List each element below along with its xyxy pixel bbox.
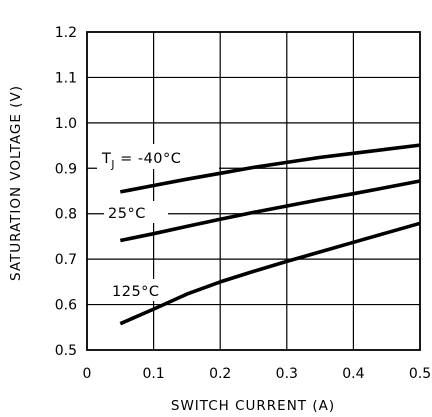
x-tick-label: 0.5 xyxy=(409,366,431,382)
series-label-bg-tj-40 xyxy=(97,144,219,169)
x-tick-label: 0.3 xyxy=(276,366,298,382)
series-label-tj-40-symbol: T xyxy=(101,151,111,167)
series-label-125c: 125°C xyxy=(112,284,160,300)
x-tick-label: 0 xyxy=(83,366,92,382)
series-lines xyxy=(119,143,421,326)
x-tick-label: 0.1 xyxy=(142,366,164,382)
y-tick-label: 1.1 xyxy=(55,70,77,86)
series-label-bg-25c xyxy=(104,201,168,223)
series-label-tj-40-subscript: J xyxy=(110,159,115,171)
plot-frame xyxy=(86,31,421,351)
series-label-25c: 25°C xyxy=(108,206,146,222)
x-axis-label: SWITCH CURRENT (A) xyxy=(171,398,335,414)
series-label-tj-40: TJ = -40°C xyxy=(101,151,181,171)
y-tick-label: 0.5 xyxy=(55,343,77,359)
series-line-25c xyxy=(119,179,421,243)
y-tick-label: 0.8 xyxy=(55,207,77,223)
y-tick-label: 1.2 xyxy=(55,25,77,41)
series-line-tj-minus40c xyxy=(119,143,421,194)
y-tick-label: 1.0 xyxy=(55,116,77,132)
series-line-125c xyxy=(119,221,421,326)
x-tick-label: 0.4 xyxy=(342,366,364,382)
x-tick-labels: 0 0.1 0.2 0.3 0.4 0.5 xyxy=(83,366,432,382)
series-label-tj-40-value: = -40°C xyxy=(115,151,181,167)
series-label-group-25c: 25°C xyxy=(104,201,168,223)
y-tick-label: 0.9 xyxy=(55,161,77,177)
series-label-group-125c: 125°C xyxy=(110,279,168,301)
y-axis-label: SATURATION VOLTAGE (V) xyxy=(8,85,24,281)
series-label-group-tj-40: TJ = -40°C xyxy=(97,144,219,171)
y-tick-label: 0.7 xyxy=(55,252,77,268)
y-tick-labels: 0.5 0.6 0.7 0.8 0.9 1.0 1.1 1.2 xyxy=(55,25,77,359)
y-tick-label: 0.6 xyxy=(55,298,77,314)
x-tick-label: 0.2 xyxy=(209,366,231,382)
series-label-bg-125c xyxy=(110,279,168,301)
